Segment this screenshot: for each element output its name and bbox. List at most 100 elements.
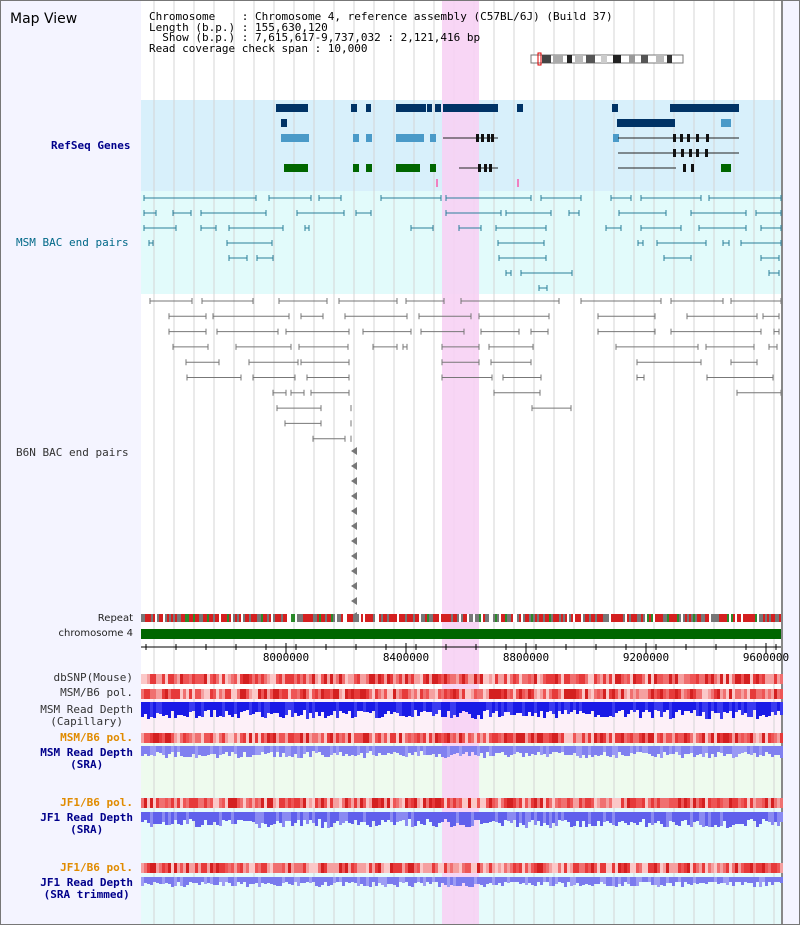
read-depth-bar <box>750 877 753 883</box>
polymorphism-cell <box>204 733 207 743</box>
polymorphism-cell <box>414 674 417 684</box>
polymorphism-cell <box>261 863 264 873</box>
b6n-bac-end-arrow <box>351 537 357 545</box>
read-depth-bar <box>504 877 507 882</box>
polymorphism-cell <box>240 674 243 684</box>
polymorphism-cell <box>564 863 567 873</box>
repeat-segment <box>273 614 275 622</box>
polymorphism-cell <box>420 674 423 684</box>
b6n-bac-end-arrow <box>351 477 357 485</box>
read-depth-bar <box>672 877 675 886</box>
read-depth-bar <box>438 702 441 710</box>
read-depth-bar <box>375 812 378 826</box>
polymorphism-cell <box>375 733 378 743</box>
repeat-segment <box>413 614 415 622</box>
polymorphism-cell <box>366 689 369 699</box>
polymorphism-cell <box>630 733 633 743</box>
polymorphism-cell <box>333 674 336 684</box>
read-depth-bar <box>306 877 309 882</box>
repeat-segment <box>203 614 205 622</box>
repeat-segment <box>321 614 323 622</box>
polymorphism-cell <box>348 733 351 743</box>
repeat-segment <box>241 614 243 622</box>
polymorphism-cell <box>390 689 393 699</box>
polymorphism-cell <box>270 674 273 684</box>
repeat-segment <box>389 614 391 622</box>
read-depth-bar <box>372 812 375 821</box>
repeat-segment <box>761 614 763 622</box>
polymorphism-cell <box>225 674 228 684</box>
polymorphism-cell <box>681 733 684 743</box>
read-depth-bar <box>507 702 510 712</box>
polymorphism-cell <box>570 689 573 699</box>
read-depth-bar <box>348 812 351 823</box>
polymorphism-cell <box>621 798 624 808</box>
read-depth-bar <box>654 812 657 823</box>
polymorphism-cell <box>219 733 222 743</box>
polymorphism-cell <box>318 863 321 873</box>
polymorphism-cell <box>165 798 168 808</box>
repeat-segment <box>775 614 777 622</box>
read-depth-bar <box>249 746 252 757</box>
read-depth-bar <box>513 812 516 820</box>
polymorphism-cell <box>240 863 243 873</box>
repeat-segment <box>361 614 363 622</box>
polymorphism-cell <box>780 798 783 808</box>
read-depth-bar <box>756 746 759 757</box>
refseq-exon <box>673 134 676 142</box>
polymorphism-cell <box>678 798 681 808</box>
polymorphism-cell <box>453 798 456 808</box>
b6n-bac-end-arrow <box>351 522 357 530</box>
read-depth-bar <box>273 702 276 713</box>
read-depth-bar <box>750 746 753 755</box>
polymorphism-cell <box>186 863 189 873</box>
read-depth-bar <box>465 877 468 886</box>
read-depth-bar <box>663 746 666 752</box>
read-depth-bar <box>504 812 507 820</box>
polymorphism-cell <box>477 674 480 684</box>
polymorphism-cell <box>633 863 636 873</box>
read-depth-bar <box>648 877 651 882</box>
read-depth-bar <box>153 812 156 824</box>
repeat-segment <box>771 614 773 622</box>
repeat-segment <box>169 614 171 622</box>
read-depth-bar <box>477 746 480 756</box>
polymorphism-cell <box>513 674 516 684</box>
polymorphism-cell <box>600 689 603 699</box>
repeat-segment <box>229 614 231 622</box>
read-depth-bar <box>168 812 171 825</box>
read-depth-bar <box>513 746 516 754</box>
repeat-segment <box>163 614 165 622</box>
polymorphism-cell <box>414 798 417 808</box>
repeat-segment <box>651 614 653 622</box>
read-depth-bar <box>687 746 690 754</box>
polymorphism-cell <box>456 674 459 684</box>
polymorphism-cell <box>648 733 651 743</box>
read-depth-bar <box>486 877 489 884</box>
repeat-segment <box>347 614 349 622</box>
repeat-segment <box>271 614 273 622</box>
ideogram-band <box>667 55 672 63</box>
read-depth-bar <box>336 746 339 755</box>
polymorphism-cell <box>753 733 756 743</box>
repeat-segment <box>605 614 607 622</box>
read-depth-bar <box>426 702 429 712</box>
polymorphism-cell <box>312 863 315 873</box>
msm-b6-pol-label-2: MSM/B6 pol. <box>60 731 133 744</box>
read-depth-bar <box>774 702 777 715</box>
read-depth-bar <box>780 812 783 822</box>
read-depth-bar <box>672 746 675 754</box>
read-depth-bar <box>318 877 321 887</box>
read-depth-bar <box>765 702 768 717</box>
polymorphism-cell <box>417 798 420 808</box>
read-depth-bar <box>717 812 720 827</box>
polymorphism-cell <box>570 863 573 873</box>
polymorphism-cell <box>357 689 360 699</box>
polymorphism-cell <box>492 733 495 743</box>
polymorphism-cell <box>267 798 270 808</box>
polymorphism-cell <box>444 798 447 808</box>
polymorphism-cell <box>714 674 717 684</box>
polymorphism-cell <box>651 798 654 808</box>
read-depth-bar <box>345 877 348 882</box>
